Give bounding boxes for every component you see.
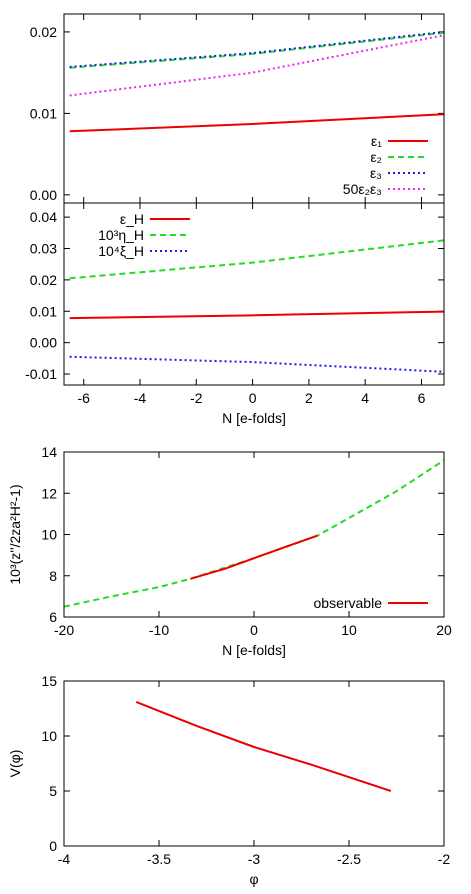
y-tick-label: 0.01 [30, 303, 57, 319]
y-axis-label: V(φ) [7, 750, 23, 778]
x-tick-label: 0 [249, 390, 257, 406]
x-tick-label: -10 [149, 622, 169, 638]
plot-frame [63, 202, 445, 386]
series-line-named-0 [69, 113, 445, 133]
y-tick-label: 0.00 [30, 335, 57, 351]
series-line-unnamed-0 [63, 459, 445, 608]
legend-label: 10⁴ξ_H [98, 243, 144, 259]
x-tick-label: 2 [305, 390, 313, 406]
y-tick-label: 0.02 [30, 272, 57, 288]
legend-label: ε₂ [370, 149, 382, 165]
y-tick-label: 0.04 [30, 209, 57, 225]
series-line-named-1 [69, 239, 445, 280]
x-tick-label: 10 [341, 622, 357, 638]
x-tick-label: -6 [77, 390, 90, 406]
x-tick-label: 20 [436, 622, 452, 638]
series-line-named-3 [69, 34, 445, 97]
y-tick-label: 10 [41, 527, 57, 543]
x-tick-label: -2.5 [337, 851, 361, 867]
x-tick-label: -2 [190, 390, 203, 406]
y-tick-label: 8 [49, 568, 57, 584]
y-tick-label: 14 [41, 444, 57, 460]
y-axis-label: 10³(z''/2za²H²-1) [7, 484, 23, 584]
x-tick-label: -3.5 [147, 851, 171, 867]
series-line-unnamed-0 [135, 700, 392, 792]
chart-panel-4: 0 5 10 15 -4 -3.5 -3 -2.5 -2 φ V(φ) [7, 673, 450, 887]
x-tick-label: -4 [134, 390, 147, 406]
y-tick-label: 0.03 [30, 241, 57, 257]
legend-label: ε₃ [370, 165, 382, 181]
chart-panel-2: -0.01 0.00 0.01 0.02 0.03 0.04 -6 -4 -2 0 2 4 6 N [e-… [25, 202, 445, 426]
legend-label: ε₁ [371, 133, 382, 149]
chart-panel-3: 6 8 10 12 14 -20 -10 0 10 20 N [e-folds] 10³(z''/2z… [7, 444, 452, 658]
legend-label: observable [314, 595, 383, 611]
plot-frame [63, 451, 445, 618]
x-tick-label: 6 [418, 390, 426, 406]
y-tick-label: 10 [41, 728, 57, 744]
y-tick-label: -0.01 [25, 366, 57, 382]
legend-label: ε_H [120, 211, 144, 227]
y-tick-label: 15 [41, 673, 57, 689]
series-line-named-2 [69, 30, 445, 68]
y-tick-label: 5 [49, 783, 57, 799]
series-line-named-1 [190, 534, 318, 580]
legend-label: 50ε₂ε₃ [343, 181, 382, 197]
legend-label: 10³η_H [98, 227, 144, 243]
y-tick-label: 0.02 [30, 24, 57, 40]
x-axis-label: N [e-folds] [222, 642, 286, 658]
x-tick-label: 4 [361, 390, 369, 406]
x-axis-label: φ [249, 871, 258, 887]
x-tick-label: -20 [54, 622, 74, 638]
x-tick-label: -3 [248, 851, 261, 867]
y-tick-label: 0.00 [30, 187, 57, 203]
y-tick-label: 0 [49, 838, 57, 854]
y-tick-label: 0.01 [30, 105, 57, 121]
plot-frame [63, 680, 445, 847]
x-tick-label: -2 [438, 851, 451, 867]
y-tick-label: 12 [41, 485, 57, 501]
series-line-named-0 [69, 310, 445, 320]
series-line-named-2 [69, 355, 445, 373]
y-tick-label: 6 [49, 609, 57, 625]
x-axis-label: N [e-folds] [222, 410, 286, 426]
plot-frame [63, 13, 445, 204]
x-tick-label: 0 [250, 622, 258, 638]
x-tick-label: -4 [58, 851, 71, 867]
